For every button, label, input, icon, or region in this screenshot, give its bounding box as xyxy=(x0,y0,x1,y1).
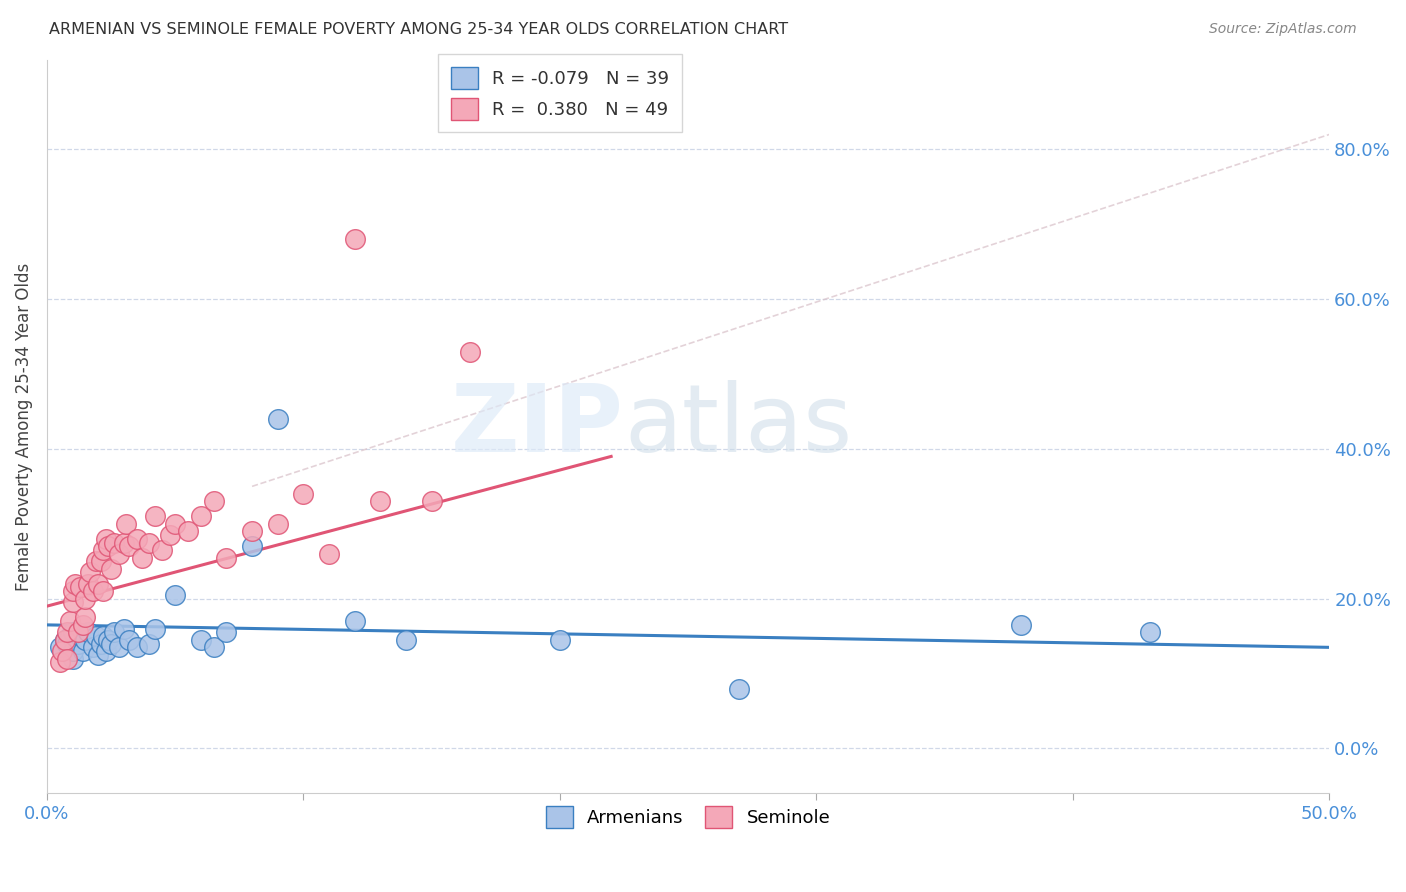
Point xyxy=(125,640,148,655)
Point xyxy=(82,584,104,599)
Point xyxy=(51,644,73,658)
Point xyxy=(112,535,135,549)
Point xyxy=(143,509,166,524)
Point xyxy=(115,516,138,531)
Point xyxy=(240,539,263,553)
Point xyxy=(79,566,101,580)
Point xyxy=(72,618,94,632)
Point xyxy=(91,629,114,643)
Point xyxy=(48,656,70,670)
Point xyxy=(138,637,160,651)
Point xyxy=(77,625,100,640)
Point xyxy=(100,637,122,651)
Point xyxy=(107,640,129,655)
Point xyxy=(77,576,100,591)
Point xyxy=(1011,618,1033,632)
Point xyxy=(97,632,120,647)
Point xyxy=(62,625,84,640)
Point xyxy=(75,591,97,606)
Point xyxy=(458,344,481,359)
Point xyxy=(90,637,112,651)
Point xyxy=(75,632,97,647)
Point xyxy=(53,632,76,647)
Point xyxy=(56,625,79,640)
Point xyxy=(59,614,82,628)
Text: atlas: atlas xyxy=(624,381,852,473)
Point xyxy=(343,232,366,246)
Point xyxy=(728,681,751,696)
Point xyxy=(107,547,129,561)
Point xyxy=(87,576,110,591)
Point xyxy=(343,614,366,628)
Point xyxy=(72,644,94,658)
Point xyxy=(202,640,225,655)
Point xyxy=(267,412,290,426)
Point xyxy=(267,516,290,531)
Point xyxy=(97,539,120,553)
Point xyxy=(91,543,114,558)
Point xyxy=(94,532,117,546)
Point xyxy=(118,539,141,553)
Point xyxy=(87,648,110,662)
Point xyxy=(63,576,86,591)
Point xyxy=(368,494,391,508)
Point xyxy=(62,651,84,665)
Point xyxy=(190,632,212,647)
Point xyxy=(69,581,91,595)
Point xyxy=(75,610,97,624)
Point xyxy=(202,494,225,508)
Point xyxy=(53,632,76,647)
Point xyxy=(84,554,107,568)
Point xyxy=(131,550,153,565)
Point xyxy=(138,535,160,549)
Point xyxy=(165,516,187,531)
Point xyxy=(112,622,135,636)
Point xyxy=(48,640,70,655)
Point xyxy=(62,644,84,658)
Point xyxy=(165,588,187,602)
Point xyxy=(62,584,84,599)
Legend: Armenians, Seminole: Armenians, Seminole xyxy=(538,799,838,836)
Point xyxy=(420,494,443,508)
Point xyxy=(292,487,315,501)
Point xyxy=(143,622,166,636)
Point xyxy=(91,584,114,599)
Text: ZIP: ZIP xyxy=(451,381,624,473)
Point xyxy=(215,550,238,565)
Point xyxy=(56,651,79,665)
Point xyxy=(548,632,571,647)
Point xyxy=(100,562,122,576)
Point xyxy=(66,625,89,640)
Point xyxy=(215,625,238,640)
Point xyxy=(190,509,212,524)
Point xyxy=(125,532,148,546)
Point xyxy=(103,535,125,549)
Point xyxy=(177,524,200,539)
Text: ARMENIAN VS SEMINOLE FEMALE POVERTY AMONG 25-34 YEAR OLDS CORRELATION CHART: ARMENIAN VS SEMINOLE FEMALE POVERTY AMON… xyxy=(49,22,789,37)
Point xyxy=(66,637,89,651)
Point xyxy=(84,629,107,643)
Point xyxy=(69,629,91,643)
Text: Source: ZipAtlas.com: Source: ZipAtlas.com xyxy=(1209,22,1357,37)
Point xyxy=(118,632,141,647)
Point xyxy=(318,547,340,561)
Point xyxy=(150,543,173,558)
Point xyxy=(56,637,79,651)
Point xyxy=(395,632,418,647)
Point xyxy=(1139,625,1161,640)
Point xyxy=(90,554,112,568)
Point xyxy=(82,640,104,655)
Point xyxy=(240,524,263,539)
Point xyxy=(159,528,181,542)
Point xyxy=(103,625,125,640)
Y-axis label: Female Poverty Among 25-34 Year Olds: Female Poverty Among 25-34 Year Olds xyxy=(15,262,32,591)
Point xyxy=(94,644,117,658)
Point xyxy=(59,629,82,643)
Point xyxy=(62,595,84,609)
